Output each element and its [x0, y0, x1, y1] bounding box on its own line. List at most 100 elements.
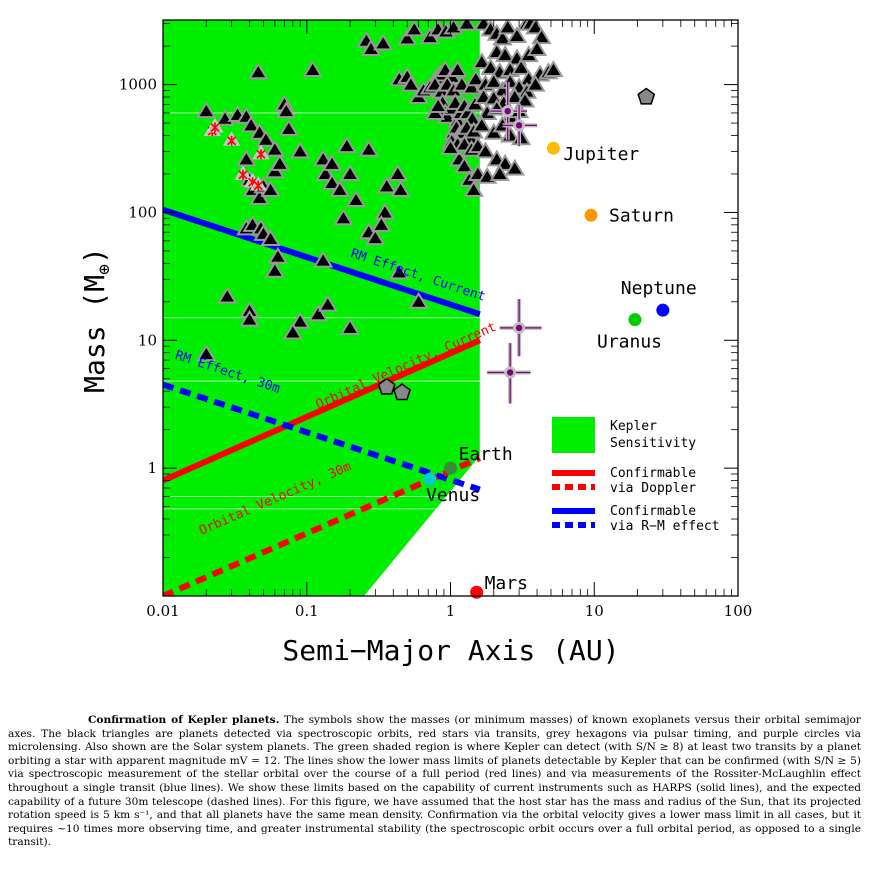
y-axis-label: Mass (M⊕): [78, 247, 115, 393]
doppler-planet-triangle: [510, 57, 532, 75]
doppler-planet-triangle: [345, 190, 367, 208]
doppler-planet-triangle: [456, 20, 478, 31]
doppler-planet-triangle: [260, 229, 281, 246]
solar-planet-label: Earth: [459, 444, 513, 465]
doppler-planet-triangle: [404, 20, 425, 37]
dashed-limit-line: [163, 455, 482, 596]
legend-doppler-label: Confirmable: [610, 466, 696, 481]
pulsar-planet-pentagon: [377, 377, 396, 395]
doppler-planet-triangle: [276, 101, 297, 119]
doppler-planet-triangle: [374, 202, 396, 220]
figure-caption: Confirmation of Kepler planets. The symb…: [8, 714, 861, 850]
doppler-planet-triangle: [358, 139, 379, 157]
doppler-planet-triangle: [390, 179, 411, 197]
solar-planet-label: Mars: [485, 573, 528, 594]
solar-planet-venus: [423, 472, 437, 486]
microlensing-planet: [502, 105, 538, 147]
doppler-planet-triangle: [196, 101, 217, 119]
solar-planet-jupiter: [546, 141, 560, 155]
doppler-planet-triangle: [339, 317, 361, 335]
transit-star: [238, 169, 248, 180]
doppler-planet-triangle: [461, 77, 482, 95]
doppler-planet-triangle: [492, 28, 513, 46]
legend-swatch-kepler: [552, 417, 595, 453]
x-tick-label: 1: [446, 602, 456, 620]
pulsar-planet-pentagon: [393, 383, 411, 401]
doppler-planet-triangle: [543, 60, 564, 78]
doppler-planet-triangle: [514, 90, 536, 108]
legend-kepler-sensitivity-label: Sensitivity: [610, 436, 696, 451]
doppler-planet-triangle: [525, 74, 546, 92]
doppler-planet-triangle: [372, 33, 394, 51]
doppler-planet-triangle: [260, 179, 281, 197]
solar-planet-label: Uranus: [597, 332, 662, 353]
doppler-planet-triangle: [480, 57, 501, 75]
doppler-planet-triangle: [454, 156, 475, 174]
doppler-planet-triangle: [463, 179, 484, 197]
doppler-planet-triangle: [387, 164, 408, 181]
doppler-planet-triangle: [427, 96, 449, 113]
doppler-planet-triangle: [397, 28, 418, 46]
y-tick-label: 100: [128, 203, 157, 221]
doppler-planet-triangle: [526, 39, 548, 56]
doppler-planet-triangle: [329, 179, 351, 197]
dashed-limit-line: [163, 381, 481, 493]
doppler-planet-triangle: [504, 87, 525, 104]
solar-planet-label: Saturn: [609, 205, 674, 226]
transit-star: [253, 180, 263, 191]
doppler-planet-triangle: [321, 173, 343, 190]
doppler-planet-triangle: [264, 139, 286, 157]
y-tick-label: 1000: [119, 76, 157, 94]
doppler-planet-triangle: [336, 136, 357, 154]
doppler-planet-triangle: [483, 71, 504, 89]
doppler-planet-triangle: [465, 69, 486, 87]
y-tick-label: 10: [138, 331, 157, 349]
doppler-planet-triangle: [278, 118, 299, 136]
doppler-planet-triangle: [248, 62, 269, 80]
caption-body: The symbols show the masses (or minimum …: [8, 714, 861, 849]
x-axis-label: Semi−Major Axis (AU): [282, 634, 619, 667]
solar-planet-earth: [444, 461, 457, 475]
doppler-planet-triangle: [282, 322, 303, 340]
legend-kepler-sensitivity-label: Kepler: [610, 419, 657, 434]
solid-limit-line: [163, 337, 482, 484]
doppler-planet-triangle: [408, 291, 429, 309]
solar-planet-label: Venus: [426, 485, 480, 506]
doppler-planet-triangle: [217, 286, 238, 304]
caption-title: Confirmation of Kepler planets.: [88, 714, 280, 726]
transit-star: [227, 135, 237, 146]
doppler-planet-triangle: [321, 153, 343, 171]
doppler-planet-triangle: [264, 260, 286, 278]
doppler-planet-triangle: [269, 153, 291, 171]
x-tick-label: 0.01: [146, 602, 179, 620]
doppler-planet-triangle: [504, 158, 525, 176]
transit-star: [256, 149, 266, 160]
doppler-planet-triangle: [376, 176, 397, 194]
solar-planet-mars: [470, 585, 484, 599]
solar-planet-uranus: [628, 313, 642, 327]
x-tick-label: 0.1: [295, 602, 319, 620]
doppler-planet-triangle: [290, 311, 311, 329]
doppler-planet-triangle: [255, 129, 277, 147]
microlensing-planet: [487, 343, 531, 404]
doppler-planet-triangle: [510, 128, 532, 146]
x-tick-label: 100: [724, 602, 753, 620]
y-tick-label: 1: [147, 459, 157, 477]
doppler-planet-triangle: [236, 149, 257, 167]
legend-rm-effect-label: Confirmable: [610, 504, 696, 519]
microlensing-planet: [499, 299, 542, 357]
x-tick-label: 10: [585, 602, 604, 620]
doppler-planet-triangle: [506, 26, 528, 43]
doppler-planet-triangle: [475, 141, 496, 159]
doppler-planet-triangle: [525, 20, 546, 35]
transit-star: [210, 122, 220, 133]
doppler-planet-triangle: [267, 246, 289, 264]
doppler-planet-triangle: [302, 60, 323, 78]
solar-planet-neptune: [656, 303, 670, 317]
doppler-planet-triangle: [400, 74, 422, 92]
legend-rm-effect-label: via R−M effect: [610, 519, 720, 534]
doppler-planet-triangle: [497, 20, 518, 35]
doppler-planet-triangle: [307, 304, 329, 322]
doppler-planet-triangle: [196, 344, 217, 362]
legend-doppler-label: via Doppler: [610, 481, 696, 496]
